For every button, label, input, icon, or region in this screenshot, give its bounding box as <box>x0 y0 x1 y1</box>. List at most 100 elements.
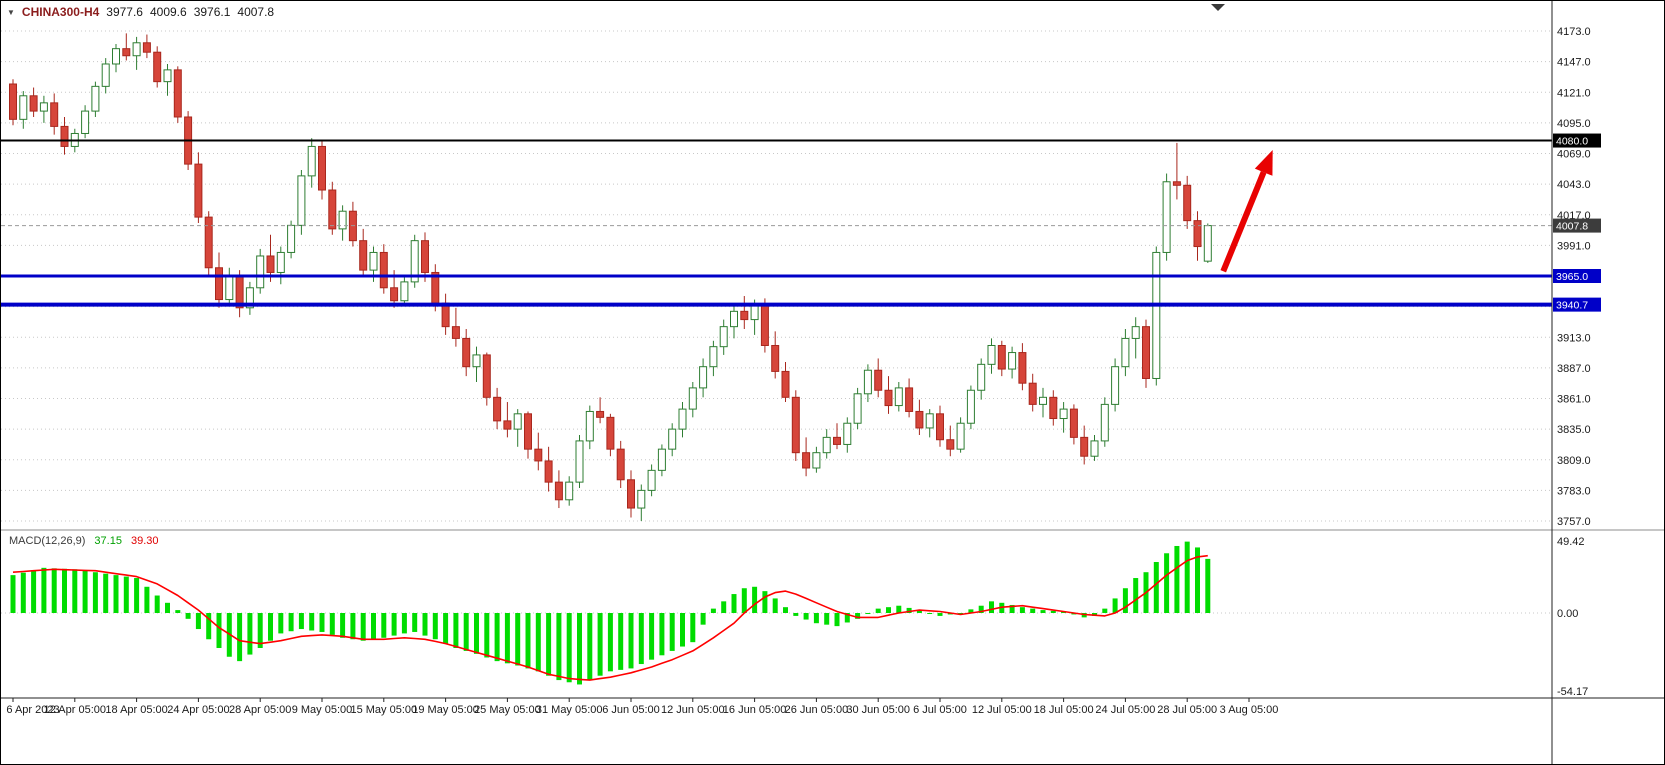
macd-bar <box>1122 588 1128 613</box>
macd-bar <box>731 594 737 613</box>
macd-bar <box>906 607 912 613</box>
candle-bull <box>853 393 862 424</box>
macd-bar <box>824 613 830 625</box>
price-axis[interactable] <box>1552 1 1665 765</box>
candle-bear <box>493 396 502 422</box>
ohlc-high: 4009.6 <box>149 5 187 19</box>
price-tag-3965.0[interactable] <box>1553 269 1601 283</box>
candle-bear <box>596 410 605 418</box>
main-chart-pane[interactable] <box>1 1 1552 530</box>
price-axis-label: 3809.0 <box>1557 455 1591 467</box>
macd-bar <box>844 613 850 623</box>
macd-bar <box>855 613 861 619</box>
candle-bear <box>173 69 182 118</box>
price-tag-4080.0-text: 4080.0 <box>1556 136 1588 148</box>
macd-bar <box>41 567 47 613</box>
macd-bar <box>865 613 871 614</box>
candle-bear <box>9 83 17 120</box>
candle-bear <box>833 436 841 445</box>
macd-bar <box>597 613 603 676</box>
candle-bull <box>101 63 110 87</box>
price-axis-label: 3783.0 <box>1557 485 1591 497</box>
macd-bar <box>154 595 160 613</box>
candle-bear <box>29 95 38 112</box>
macd-bar <box>504 613 510 664</box>
candle-bear <box>606 416 615 450</box>
trend-arrow-shaft[interactable] <box>1220 171 1267 273</box>
candle-bull <box>1090 440 1099 457</box>
macd-bar <box>1009 604 1015 613</box>
time-label: 16 Jun 05:00 <box>723 704 787 716</box>
macd-bar <box>474 613 479 654</box>
time-label: 30 Jun 05:00 <box>846 704 910 716</box>
time-label: 26 Jun 05:00 <box>785 704 849 716</box>
candle-bull <box>1100 403 1109 442</box>
candle-bear <box>1142 326 1150 379</box>
candle-bear <box>482 354 491 398</box>
macd-bar <box>494 613 500 662</box>
candle-bull <box>19 95 28 120</box>
price-tag-3940.7[interactable] <box>1553 297 1601 312</box>
macd-bar <box>175 610 181 613</box>
macd-bar <box>752 586 758 613</box>
macd-bar <box>690 613 696 643</box>
macd-bar <box>185 613 191 619</box>
time-label: 31 May 05:00 <box>536 704 603 716</box>
candle-bull <box>822 436 831 454</box>
price-tag-4080.0[interactable] <box>1553 133 1601 148</box>
candle-bear <box>915 410 924 429</box>
candle-bull <box>132 42 141 57</box>
trend-arrow-head[interactable] <box>1254 149 1273 176</box>
macd-bar <box>813 613 819 624</box>
candle-bull <box>987 344 996 365</box>
macd-bar <box>556 613 562 681</box>
candle-bull <box>1131 326 1140 339</box>
candle-bull <box>163 69 172 83</box>
macd-bar <box>165 602 170 613</box>
macd-bar <box>453 613 459 649</box>
candle-bull <box>699 366 708 389</box>
candle-bull <box>585 410 594 442</box>
macd-bar <box>896 605 902 613</box>
macd-bar <box>1040 610 1046 613</box>
macd-bar <box>1205 558 1211 613</box>
macd-bar <box>288 613 294 632</box>
candle-bull <box>575 440 584 483</box>
macd-bar <box>195 613 201 630</box>
candle-bear <box>554 481 563 501</box>
time-label: 25 May 05:00 <box>474 704 541 716</box>
time-label: 15 May 05:00 <box>350 704 417 716</box>
time-label: 24 Jul 05:00 <box>1095 704 1155 716</box>
symbol-dropdown-icon[interactable]: ▼ <box>7 8 15 17</box>
macd-bar <box>247 613 253 655</box>
macd-bar <box>237 613 243 662</box>
candle-bear <box>379 251 388 289</box>
candle-bear <box>1193 220 1202 248</box>
candle-bull <box>966 389 975 424</box>
price-axis-label: 4121.0 <box>1557 87 1591 99</box>
candle-bear <box>50 102 59 127</box>
candle-bull <box>81 110 90 134</box>
macd-pane[interactable] <box>1 530 1552 698</box>
macd-bar <box>1195 547 1200 613</box>
current-price-tag[interactable] <box>1553 218 1601 233</box>
time-label: 24 Apr 05:00 <box>167 704 229 716</box>
candle-bull <box>1203 225 1212 262</box>
macd-axis-label: 0.00 <box>1557 608 1578 620</box>
candle-bull <box>925 413 934 429</box>
candle-bull <box>400 281 409 302</box>
candle-bear <box>1069 408 1078 438</box>
macd-bar <box>371 613 376 640</box>
time-axis[interactable] <box>1 698 1552 765</box>
macd-bar <box>1030 608 1036 613</box>
macd-bar <box>618 613 624 670</box>
candle-bull <box>256 255 265 289</box>
candle-bear <box>740 310 749 321</box>
chart-shift-marker <box>1211 4 1225 11</box>
candle-bull <box>287 224 296 253</box>
candle-bull <box>472 354 481 368</box>
macd-bar <box>741 588 747 613</box>
macd-bar <box>443 613 449 644</box>
candle-bear <box>802 452 811 469</box>
